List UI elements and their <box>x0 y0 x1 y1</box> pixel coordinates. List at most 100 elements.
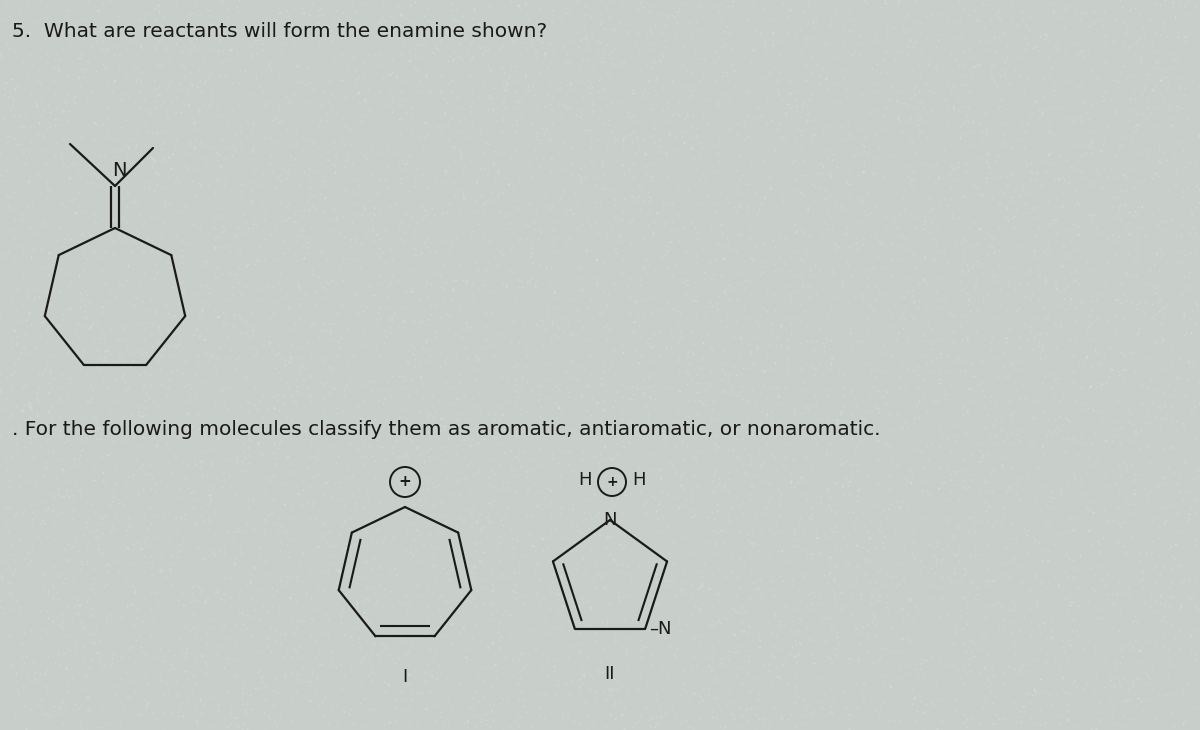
Point <box>643 172 662 183</box>
Point <box>1130 673 1150 685</box>
Point <box>64 96 83 108</box>
Point <box>869 654 888 666</box>
Point <box>1114 372 1133 384</box>
Point <box>482 661 502 673</box>
Point <box>839 488 858 500</box>
Point <box>776 106 796 118</box>
Point <box>95 352 114 364</box>
Point <box>1003 212 1022 223</box>
Point <box>1006 649 1025 661</box>
Point <box>558 390 577 402</box>
Point <box>1147 607 1166 618</box>
Point <box>1098 515 1117 527</box>
Point <box>1088 108 1108 120</box>
Point <box>598 228 617 240</box>
Point <box>509 567 528 579</box>
Point <box>380 245 400 257</box>
Point <box>845 623 864 635</box>
Point <box>205 242 224 253</box>
Point <box>78 453 97 465</box>
Point <box>1160 100 1180 112</box>
Point <box>722 43 742 55</box>
Point <box>706 55 725 67</box>
Point <box>78 535 97 547</box>
Point <box>491 572 510 584</box>
Point <box>142 126 161 138</box>
Point <box>1043 631 1062 642</box>
Point <box>224 230 244 242</box>
Point <box>470 163 490 174</box>
Point <box>602 220 622 231</box>
Point <box>1144 85 1163 96</box>
Point <box>605 684 624 696</box>
Point <box>842 432 862 444</box>
Point <box>175 159 194 171</box>
Point <box>269 347 288 358</box>
Point <box>998 531 1018 543</box>
Point <box>911 97 930 109</box>
Point <box>536 436 556 447</box>
Point <box>544 569 563 580</box>
Point <box>160 339 179 351</box>
Point <box>660 579 679 591</box>
Point <box>128 345 148 357</box>
Point <box>1044 89 1063 101</box>
Point <box>317 284 336 296</box>
Point <box>546 522 565 534</box>
Point <box>474 521 493 533</box>
Point <box>302 471 322 483</box>
Point <box>182 174 202 186</box>
Point <box>964 395 983 407</box>
Point <box>598 584 617 596</box>
Point <box>690 396 709 407</box>
Point <box>709 474 728 485</box>
Point <box>60 234 79 245</box>
Point <box>205 271 224 283</box>
Point <box>630 47 649 58</box>
Point <box>551 570 570 582</box>
Point <box>91 179 110 191</box>
Point <box>197 280 216 291</box>
Point <box>736 606 755 618</box>
Point <box>366 229 385 241</box>
Point <box>608 591 628 603</box>
Point <box>254 707 274 719</box>
Point <box>704 548 724 559</box>
Point <box>672 304 691 315</box>
Point <box>302 613 322 625</box>
Point <box>503 669 522 681</box>
Point <box>474 599 493 610</box>
Point <box>1180 266 1199 278</box>
Point <box>600 437 619 448</box>
Point <box>428 121 448 133</box>
Point <box>11 121 30 133</box>
Point <box>1109 231 1128 242</box>
Point <box>43 534 62 545</box>
Point <box>799 0 818 11</box>
Point <box>73 620 92 632</box>
Point <box>1049 372 1068 384</box>
Point <box>410 359 430 371</box>
Point <box>755 366 774 378</box>
Point <box>11 109 30 120</box>
Point <box>0 586 19 598</box>
Point <box>122 641 142 653</box>
Point <box>1150 689 1169 701</box>
Point <box>768 74 787 86</box>
Point <box>932 477 952 488</box>
Point <box>1150 550 1169 561</box>
Point <box>1177 487 1196 499</box>
Point <box>954 2 973 14</box>
Point <box>1085 427 1104 439</box>
Point <box>994 623 1013 634</box>
Point <box>350 533 370 545</box>
Point <box>812 228 832 240</box>
Point <box>881 396 900 408</box>
Point <box>1111 214 1130 226</box>
Point <box>553 711 572 723</box>
Point <box>821 623 840 635</box>
Point <box>196 296 215 308</box>
Point <box>306 514 325 526</box>
Point <box>949 96 968 107</box>
Point <box>712 374 731 385</box>
